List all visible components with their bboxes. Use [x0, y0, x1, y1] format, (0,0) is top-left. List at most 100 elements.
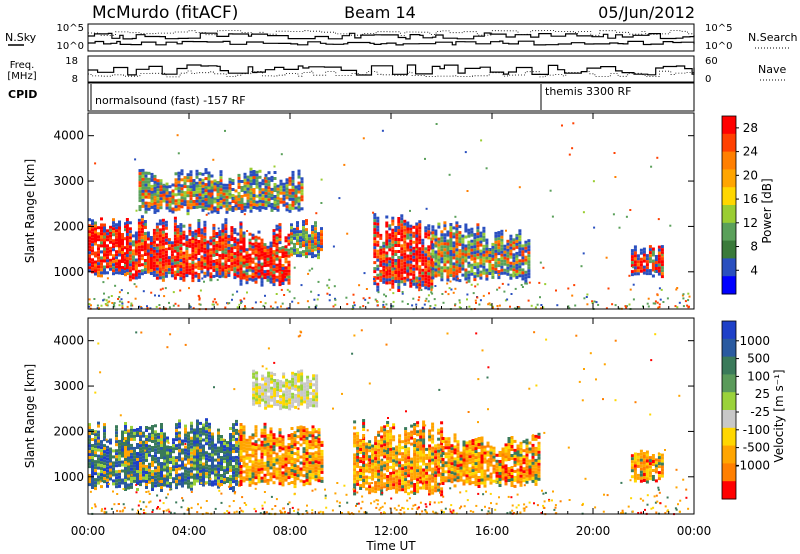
echo-cell — [224, 242, 228, 246]
echo-cell — [252, 182, 256, 185]
echo-cell — [97, 271, 100, 275]
echo-cell — [216, 205, 220, 208]
echo-cell — [302, 253, 305, 257]
echo-cell — [266, 254, 270, 258]
echo-cell — [190, 466, 193, 470]
echo-cell — [175, 468, 178, 472]
echo-cell — [305, 231, 308, 235]
echo-cell — [185, 274, 189, 278]
echo-cell — [193, 464, 196, 468]
echo-cell — [440, 272, 444, 276]
echo-cell — [391, 216, 395, 220]
echo-cell — [287, 443, 291, 447]
echo-cell — [191, 258, 195, 262]
echo-cell — [497, 276, 501, 280]
echo-cell — [291, 191, 295, 195]
echo-cell — [134, 273, 138, 277]
echo-scatter — [530, 304, 533, 307]
echo-cell — [179, 265, 183, 269]
echo-cell — [464, 229, 468, 233]
echo-cell — [204, 177, 208, 181]
echo-scatter — [209, 195, 212, 198]
echo-cell — [199, 457, 202, 461]
echo-scatter — [326, 292, 329, 295]
echo-scatter — [417, 299, 420, 302]
echo-cell — [278, 431, 282, 435]
echo-cell — [133, 476, 136, 480]
echo-cell — [391, 267, 395, 271]
echo-cell — [127, 486, 130, 490]
echo-cell — [449, 253, 453, 256]
echo-cell — [118, 262, 121, 266]
echo-cell — [200, 237, 204, 241]
echo-cell — [356, 452, 360, 456]
echo-scatter — [287, 307, 290, 310]
echo-cell — [213, 179, 217, 183]
echo-cell — [275, 452, 279, 456]
echo-scatter — [317, 294, 320, 297]
echo-cell — [287, 260, 291, 264]
echo-cell — [103, 450, 106, 454]
echo-cell — [257, 245, 261, 249]
echo-cell — [242, 476, 246, 480]
echo-cell — [389, 480, 393, 484]
echo-cell — [225, 210, 229, 214]
echo-cell — [157, 447, 160, 451]
echo-cell — [207, 174, 211, 178]
echo-cell — [263, 249, 267, 253]
echo-cell — [208, 434, 211, 438]
echo-cell — [269, 451, 273, 455]
echo-cell — [503, 268, 507, 272]
echo-cell — [389, 453, 393, 457]
noise-left-tick-bottom: 10^0 — [57, 41, 84, 52]
echo-scatter — [491, 305, 494, 308]
echo-scatter — [211, 303, 214, 306]
echo-cell — [254, 452, 258, 456]
echo-cell — [190, 472, 193, 476]
echo-cell — [500, 271, 504, 275]
echo-cell — [217, 461, 220, 465]
echo-cell — [229, 436, 232, 439]
echo-cell — [211, 435, 214, 439]
echo-cell — [317, 253, 320, 257]
echo-cell — [127, 450, 130, 454]
echo-cell — [88, 435, 91, 439]
echo-cell — [179, 256, 183, 260]
echo-cell — [212, 259, 216, 263]
echo-cell — [443, 251, 447, 255]
echo-cell — [397, 232, 401, 235]
echo-cell — [194, 238, 198, 242]
echo-cell — [188, 271, 192, 275]
colorbar-step — [722, 169, 736, 188]
echo-cell — [376, 231, 380, 235]
echo-cell — [164, 247, 168, 251]
echo-scatter — [488, 302, 491, 305]
echo-cell — [136, 452, 139, 455]
echo-cell — [185, 244, 189, 248]
echo-cell — [184, 472, 187, 476]
echo-cell — [124, 237, 127, 241]
echo-cell — [112, 239, 115, 243]
echo-cell — [284, 239, 288, 243]
echo-cell — [374, 466, 378, 470]
echo-cell — [305, 469, 309, 473]
echo-cell — [485, 253, 489, 257]
echo-scatter — [138, 305, 141, 308]
echo-cell — [158, 228, 162, 232]
echo-cell — [141, 171, 145, 175]
echo-cell — [285, 205, 289, 209]
echo-cell — [305, 219, 308, 223]
echo-cell — [443, 263, 447, 267]
echo-cell — [300, 390, 304, 394]
echo-cell — [409, 251, 413, 255]
echo-cell — [278, 223, 282, 227]
echo-cell — [140, 257, 144, 261]
echo-cell — [368, 485, 372, 489]
echo-cell — [128, 269, 132, 273]
echo-cell — [103, 471, 106, 475]
echo-cell — [300, 186, 304, 190]
echo-cell — [518, 250, 522, 254]
echo-cell — [464, 247, 468, 251]
echo-cell — [227, 237, 231, 241]
echo-cell — [248, 438, 252, 442]
